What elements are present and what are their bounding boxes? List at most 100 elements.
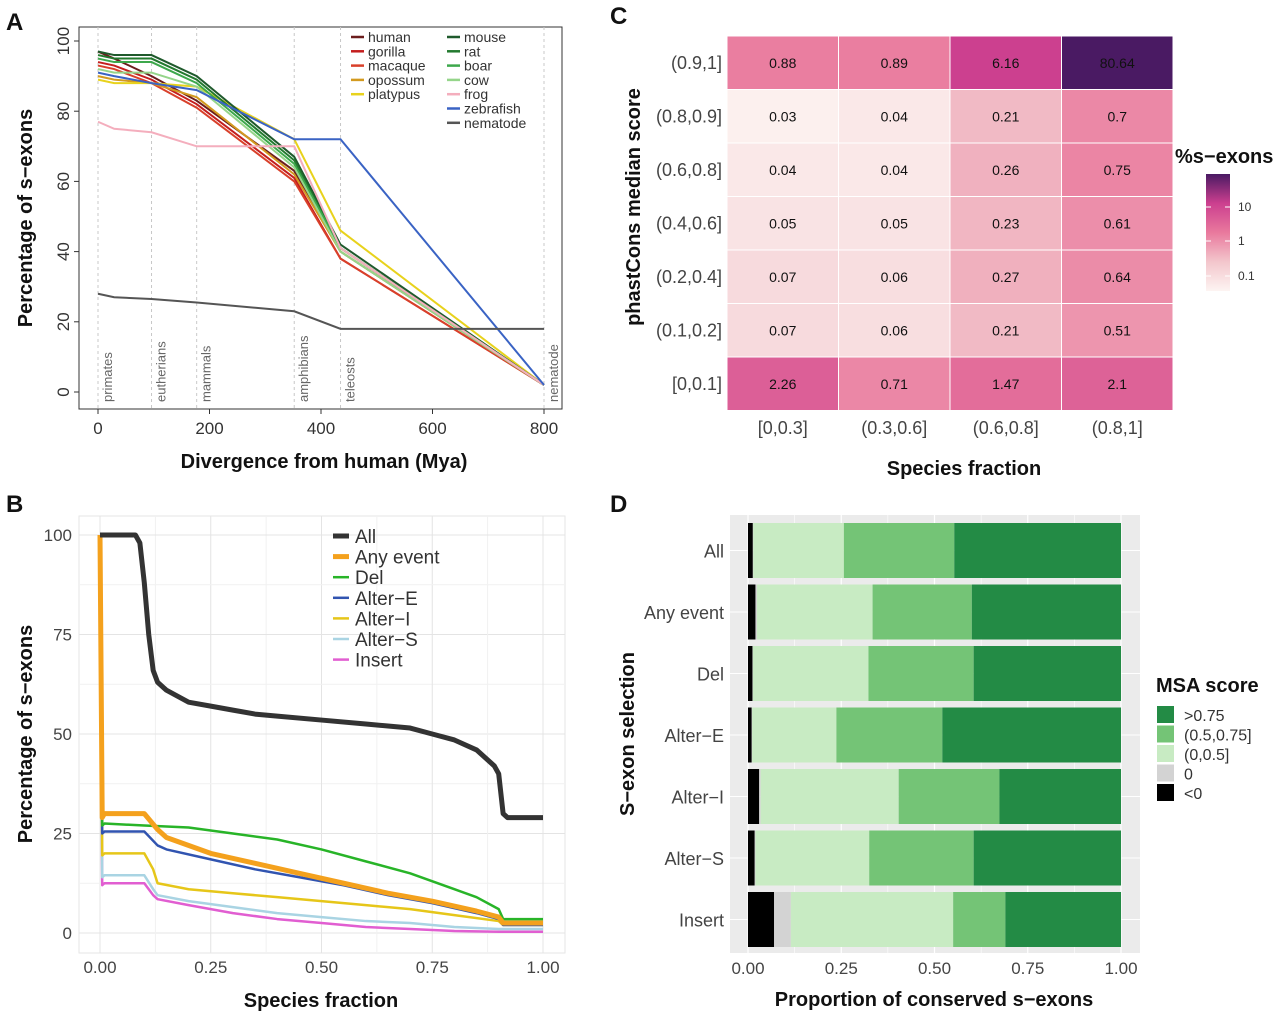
bar-segment-0-5-0-75 [843,523,955,578]
event-label-mammals: mammals [199,345,214,402]
panel-d-y-tick-label: Del [697,665,724,685]
panel-d-y-tick-label: Alter−S [664,849,724,869]
panel-a-y-tick-label: 0 [54,387,73,396]
heatmap-cell [726,356,839,411]
heatmap-cell-value: 0.75 [1104,162,1131,178]
panel-c-x-axis-title: Species fraction [887,458,1042,480]
panel-c-y-tick-label: [0,0.1] [672,374,722,394]
heatmap-cell-value: 0.89 [881,55,908,71]
heatmap-cell [726,89,839,144]
heatmap-cell-value: 0.04 [881,108,908,124]
heatmap-cell-value: 0.07 [769,322,796,338]
colorbar-tick-label: 10 [1238,200,1252,214]
panel-d-y-tick-label: Insert [679,911,724,931]
bar-segment-0 [748,830,755,886]
panel-d-letter: D [610,491,627,518]
series-line-insert [98,534,543,934]
legend-label-all: All [355,527,376,548]
legend-label-cow: cow [464,72,490,88]
bar-segment-0 [748,523,753,578]
legend-label-0-5-0-75: (0.5,0.75] [1184,728,1252,745]
heatmap-cell-value: 0.51 [1104,322,1131,338]
bar-segment-0-5-0-75 [898,769,1000,824]
heatmap-cell [726,303,839,358]
event-label-nematode: nematode [546,344,561,402]
panel-b-y-tick-label: 75 [53,626,72,645]
heatmap-cell [726,249,839,304]
legend-swatch-0-0-5 [1157,745,1174,762]
heatmap-cell-value: 0.7 [1108,108,1128,124]
panel-c-y-tick-label: (0.9,1] [671,53,722,73]
bar-segment-0 [748,646,753,701]
panel-b-x-tick-label: 1.00 [526,958,559,977]
bar-segment-0-5-0-75 [836,707,943,763]
panel-c-y-tick-label: (0.8,0.9] [656,106,722,126]
bar-segment-0 [759,769,761,824]
legend-label-0-0-5: (0,0.5] [1184,747,1229,764]
legend-label-gorilla: gorilla [368,43,406,59]
panel-b-x-tick-label: 0.50 [305,958,338,977]
panel-d-y-tick-label: Alter−I [671,788,724,808]
panel-c-x-tick-label: (0.6,0.8] [973,418,1039,438]
bar-segment-0 [774,892,791,947]
bar-segment-0-0-5 [760,769,899,824]
panel-b-x-tick-label: 0.25 [194,958,227,977]
legend-label-0: <0 [1184,786,1202,803]
panel-b-x-tick-label: 0.00 [83,958,116,977]
panel-a-y-axis-title: Percentage of s−exons [15,109,37,327]
panel-a-y-tick-label: 40 [54,242,73,261]
panel-a-y-tick-label: 60 [54,172,73,191]
bar-segment-0-75 [971,584,1121,640]
panel-c-legend-title: %s−exons [1175,146,1273,168]
heatmap-cell-value: 2.26 [769,376,796,392]
panel-b-x-tick-label: 0.75 [416,958,449,977]
heatmap-cell-value: 0.27 [992,269,1019,285]
heatmap-cell [949,356,1062,411]
heatmap-cell-value: 0.71 [881,376,908,392]
legend-swatch-0-75 [1157,706,1174,723]
bar-segment-0-5-0-75 [953,892,1006,947]
panel-d-x-tick-label: 1.00 [1104,959,1137,978]
series-line-mouse [97,50,545,386]
panel-b-x-axis-title: Species fraction [244,990,399,1012]
panel-b-y-axis-title: Percentage of s−exons [15,625,37,843]
panel-c-x-tick-label: (0.8,1] [1092,418,1143,438]
panel-c-x-tick-label: [0,0.3] [758,418,808,438]
heatmap-cell [949,303,1062,358]
legend-label-boar: boar [464,58,492,74]
panel-b-letter: B [6,491,23,518]
panel-c-y-axis-title: phastCons median score [623,88,645,326]
bar-segment-0 [748,892,775,947]
heatmap-cell [726,196,839,251]
heatmap-cell-value: 0.61 [1104,215,1131,231]
bar-segment-0-0-5 [752,707,837,763]
panel-b-line-chart: B Species fraction Percentage of s−exons… [6,491,566,1012]
bar-segment-0-75 [954,523,1121,578]
panel-d-stacked-bar-chart: D Proportion of conserved s−exons S−exon… [610,491,1259,1011]
panel-d-y-tick-label: Any event [644,603,724,623]
event-label-teleosts: teleosts [343,357,358,402]
bar-segment-0-0-5 [752,646,869,701]
heatmap-cell [1061,356,1174,411]
panel-a-y-tick-label: 20 [54,312,73,331]
panel-d-y-tick-label: All [704,542,724,562]
series-line-frog [97,120,545,386]
series-line-macaque [97,64,545,386]
heatmap-cell [1061,196,1174,251]
heatmap-cell-value: 0.04 [881,162,908,178]
bar-segment-0-5-0-75 [868,646,974,701]
panel-d-x-tick-label: 0.25 [825,959,858,978]
series-line-alter-s [98,534,543,931]
legend-label-0-75: >0.75 [1184,708,1225,725]
panel-d-x-axis-title: Proportion of conserved s−exons [775,989,1093,1011]
bar-segment-0 [748,707,752,763]
panel-d-y-tick-label: Alter−E [664,726,724,746]
heatmap-cell [838,196,951,251]
legend-label-zebrafish: zebrafish [464,101,521,117]
legend-label-nematode: nematode [464,115,526,131]
series-line-del [98,534,543,921]
heatmap-cell-value: 0.06 [881,269,908,285]
panel-a-x-tick-label: 0 [93,419,102,438]
legend-label-alter-e: Alter−E [355,589,418,610]
panel-a-letter: A [6,9,23,36]
